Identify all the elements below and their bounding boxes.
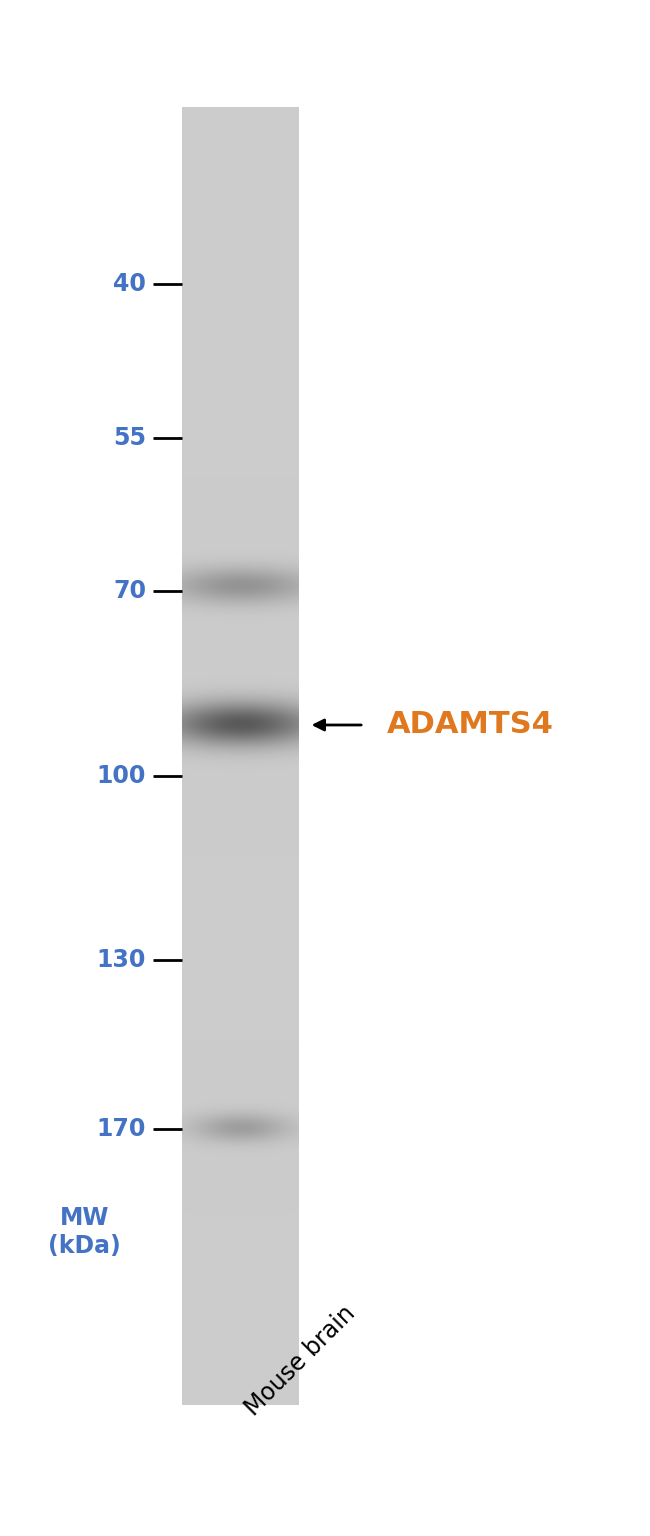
Text: Mouse brain: Mouse brain [240,1301,360,1421]
Text: 40: 40 [113,272,146,296]
Text: 70: 70 [113,579,146,604]
Text: 170: 170 [97,1117,146,1141]
Text: 100: 100 [97,763,146,788]
Text: MW
(kDa): MW (kDa) [48,1206,121,1258]
Text: 55: 55 [113,425,146,450]
Text: 130: 130 [97,948,146,972]
Text: ADAMTS4: ADAMTS4 [387,711,554,739]
